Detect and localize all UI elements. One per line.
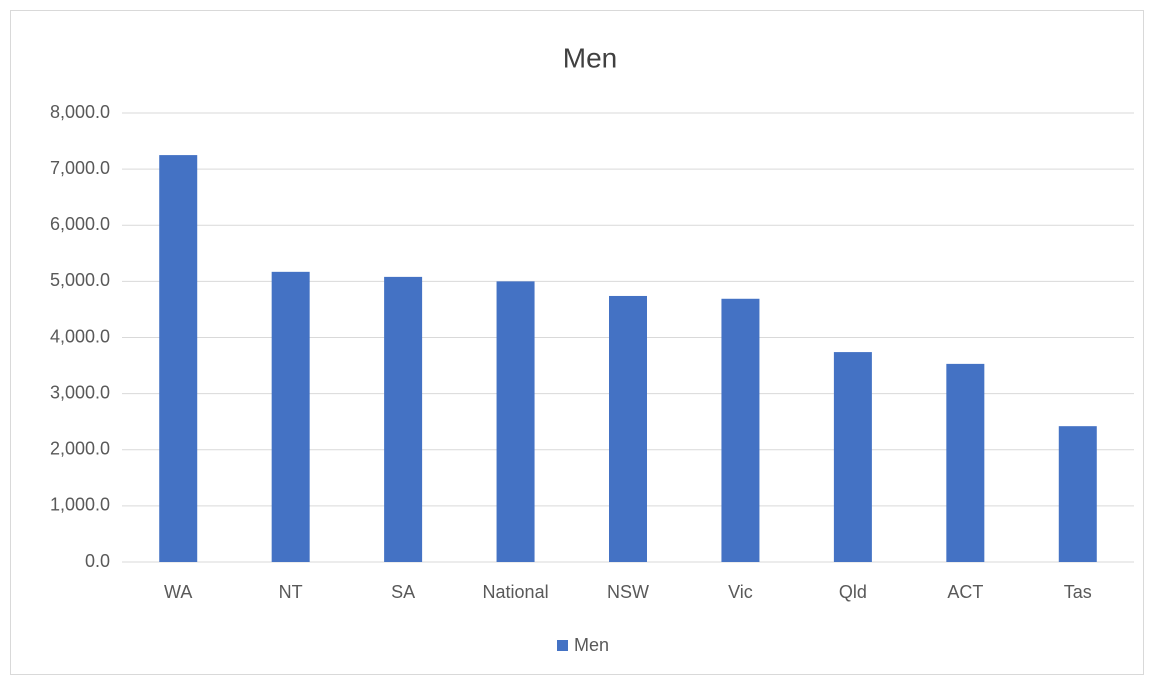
bar — [159, 155, 198, 562]
legend-swatch — [557, 640, 568, 651]
y-tick-label: 8,000.0 — [50, 102, 110, 122]
bar — [609, 295, 647, 562]
chart-title: Men — [563, 42, 617, 73]
bar — [1058, 426, 1097, 562]
bar — [496, 281, 535, 562]
y-tick-label: 1,000.0 — [50, 495, 110, 515]
x-tick-label: Vic — [728, 582, 753, 602]
x-tick-label: National — [483, 582, 549, 602]
chart-border — [10, 10, 1144, 675]
x-tick-label: Qld — [839, 582, 867, 602]
y-tick-label: 5,000.0 — [50, 270, 110, 290]
legend-label: Men — [574, 635, 609, 655]
x-tick-label: NSW — [607, 582, 649, 602]
x-tick-label: Tas — [1064, 582, 1092, 602]
x-tick-label: WA — [164, 582, 192, 602]
y-tick-label: 0.0 — [85, 551, 110, 571]
bar — [833, 352, 872, 562]
y-tick-label: 3,000.0 — [50, 382, 110, 402]
bar — [384, 276, 423, 562]
x-tick-label: NT — [279, 582, 303, 602]
x-tick-label: ACT — [947, 582, 983, 602]
bar — [946, 363, 985, 562]
bar — [721, 298, 760, 562]
y-tick-label: 2,000.0 — [50, 439, 110, 459]
y-tick-label: 7,000.0 — [50, 158, 110, 178]
y-tick-label: 6,000.0 — [50, 214, 110, 234]
bar — [271, 271, 310, 562]
x-tick-label: SA — [391, 582, 415, 602]
y-tick-label: 4,000.0 — [50, 326, 110, 346]
